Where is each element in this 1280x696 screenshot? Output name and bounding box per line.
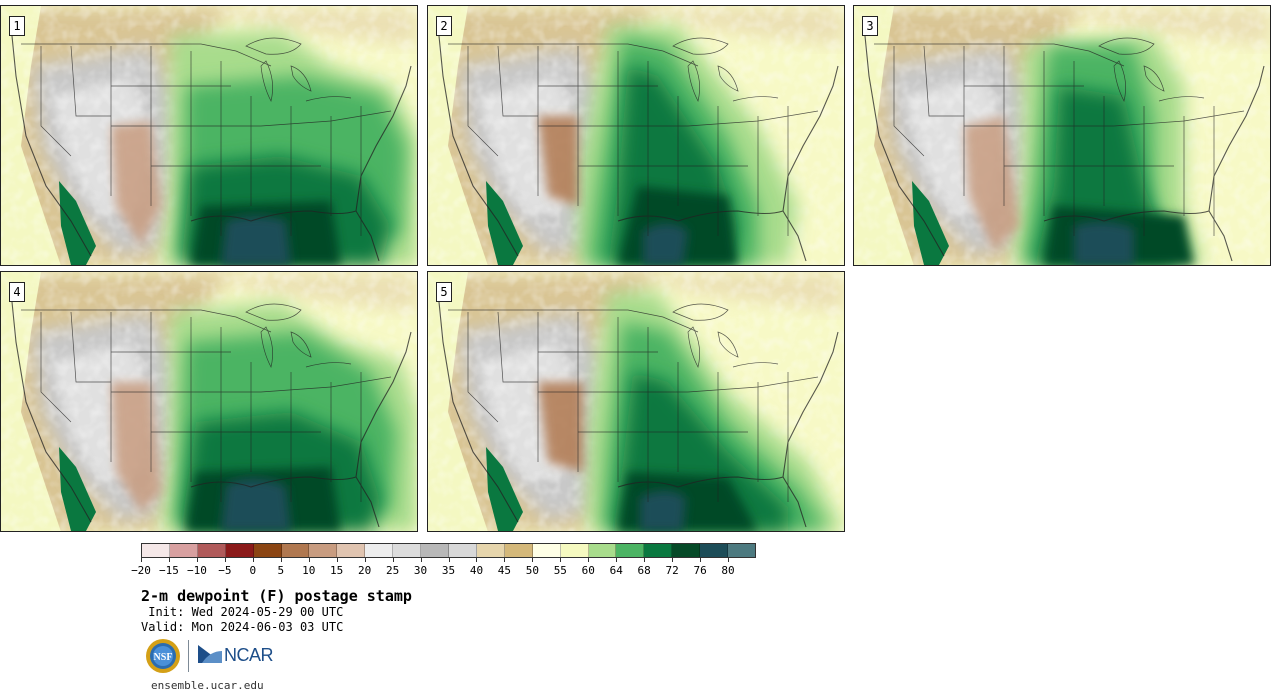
colorbar-tick-mark <box>224 558 226 562</box>
colorbar-tick-mark <box>336 558 338 562</box>
colorbar-tick-mark <box>700 558 702 562</box>
colorbar-tick-label: 20 <box>358 564 372 577</box>
colorbar-tick-mark <box>728 558 730 562</box>
colorbar-tick-label: 45 <box>497 564 512 577</box>
panel-number-label: 3 <box>862 16 878 36</box>
nsf-logo-icon[interactable]: NSF <box>145 638 181 674</box>
colorbar-tick-label: 0 <box>249 564 257 577</box>
colorbar-tick-mark <box>420 558 422 562</box>
colorbar-cell <box>309 544 338 557</box>
map-panel-2[interactable]: 2 <box>427 5 845 266</box>
colorbar-tick-mark <box>364 558 366 562</box>
colorbar-tick-label: 35 <box>441 564 456 577</box>
chart-title: 2-m dewpoint (F) postage stamp <box>141 587 412 605</box>
colorbar-tick-label: 5 <box>277 564 285 577</box>
colorbar-cell <box>644 544 673 557</box>
colorbar-cell <box>365 544 394 557</box>
map-panel-1[interactable]: 1 <box>0 5 418 266</box>
colorbar-tick-label: 80 <box>721 564 735 577</box>
colorbar-tick-label: −20 <box>131 564 151 577</box>
map-panel-5[interactable]: 5 <box>427 271 845 532</box>
colorbar-tick-label: 72 <box>665 564 679 577</box>
colorbar-cell <box>337 544 366 557</box>
dewpoint-map-2 <box>428 6 844 265</box>
colorbar-cell <box>197 544 226 557</box>
colorbar-tick-label: 10 <box>302 564 316 577</box>
colorbar-cell <box>728 544 755 557</box>
colorbar-cell <box>476 544 505 557</box>
colorbar-tick-mark <box>141 558 142 562</box>
colorbar-tick-label: 15 <box>330 564 344 577</box>
colorbar-tick-mark <box>560 558 562 562</box>
colorbar <box>141 543 756 558</box>
colorbar-tick-mark <box>196 558 198 562</box>
colorbar-cell <box>504 544 533 557</box>
dewpoint-map-3 <box>854 6 1270 265</box>
colorbar-tick-mark <box>532 558 534 562</box>
ncar-logo-text[interactable]: NCAR <box>224 645 274 665</box>
colorbar-tick-label: 40 <box>469 564 484 577</box>
colorbar-cell <box>532 544 561 557</box>
colorbar-tick-label: −15 <box>159 564 179 577</box>
colorbar-cell <box>616 544 645 557</box>
colorbar-tick-mark <box>392 558 394 562</box>
dewpoint-map-4 <box>1 272 417 531</box>
colorbar-tick-mark <box>308 558 310 562</box>
colorbar-cell <box>253 544 282 557</box>
colorbar-cell <box>700 544 729 557</box>
colorbar-tick-mark <box>672 558 674 562</box>
colorbar-cell <box>142 544 170 557</box>
map-panel-3[interactable]: 3 <box>853 5 1271 266</box>
colorbar-tick-label: 30 <box>413 564 428 577</box>
init-time: Init: Wed 2024-05-29 00 UTC <box>141 605 344 619</box>
ncar-mark-icon <box>198 645 222 663</box>
colorbar-cell <box>169 544 198 557</box>
colorbar-tick-label: 25 <box>385 564 400 577</box>
panel-number-label: 4 <box>9 282 25 302</box>
colorbar-tick-label: 55 <box>553 564 567 577</box>
colorbar-cell <box>588 544 617 557</box>
colorbar-tick-mark <box>168 558 170 562</box>
colorbar-cell <box>672 544 701 557</box>
colorbar-tick-label: 50 <box>525 564 539 577</box>
colorbar-tick-mark <box>504 558 506 562</box>
colorbar-tick-label: 76 <box>693 564 707 577</box>
colorbar-tick-mark <box>448 558 450 562</box>
colorbar-tick-label: 64 <box>609 564 623 577</box>
colorbar-tick-mark <box>644 558 646 562</box>
colorbar-tick-mark <box>588 558 590 562</box>
colorbar-tick-mark <box>476 558 478 562</box>
colorbar-tick-label: 68 <box>637 564 651 577</box>
nsf-logo-text: NSF <box>154 652 173 663</box>
panel-number-label: 1 <box>9 16 25 36</box>
colorbar-cell <box>281 544 310 557</box>
colorbar-cell <box>448 544 477 557</box>
dewpoint-map-5 <box>428 272 844 531</box>
colorbar-tick-label: −5 <box>218 564 232 577</box>
colorbar-cell <box>393 544 422 557</box>
colorbar-tick-mark <box>280 558 282 562</box>
colorbar-tick-label: −10 <box>186 564 207 577</box>
dewpoint-map-1 <box>1 6 417 265</box>
panel-number-label: 2 <box>436 16 452 36</box>
footer-url[interactable]: ensemble.ucar.edu <box>151 679 264 692</box>
colorbar-tick-label: 60 <box>581 564 595 577</box>
valid-time: Valid: Mon 2024-06-03 03 UTC <box>141 620 344 634</box>
colorbar-tick-mark <box>252 558 254 562</box>
colorbar-ticks: −20 −15 −10 −5 0 5 10 15 20 25 30 35 40 45 50 55 60 64 68 7… <box>131 558 756 580</box>
colorbar-cell <box>421 544 449 557</box>
map-panel-4[interactable]: 4 <box>0 271 418 532</box>
panel-number-label: 5 <box>436 282 452 302</box>
logo-divider <box>188 640 189 672</box>
colorbar-cell <box>560 544 589 557</box>
colorbar-tick-mark <box>616 558 618 562</box>
logo-area: NSF NCAR <box>145 638 285 674</box>
colorbar-cell <box>225 544 254 557</box>
